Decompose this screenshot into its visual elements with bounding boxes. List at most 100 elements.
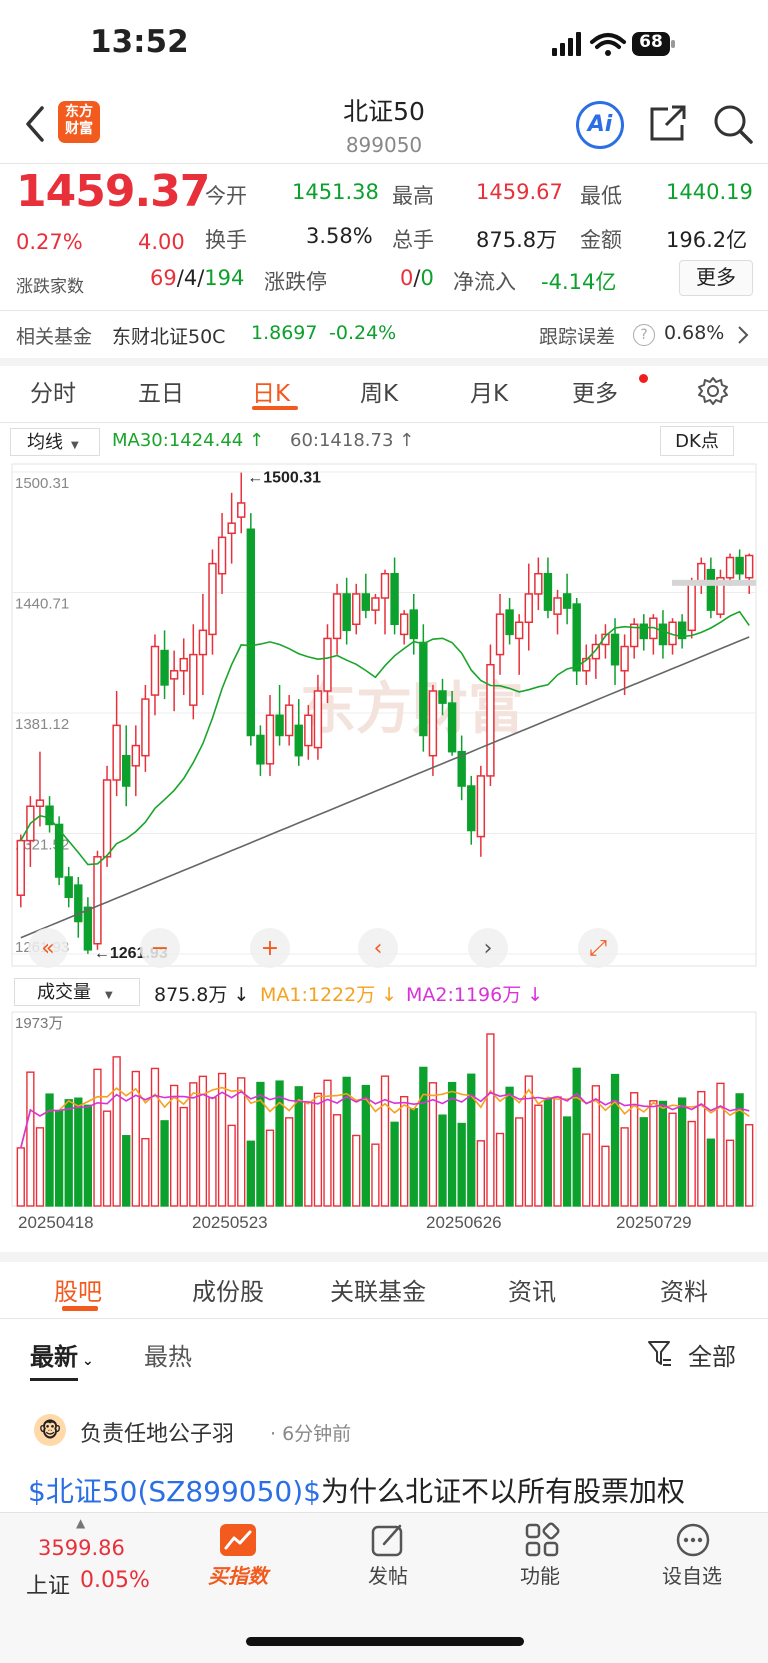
tab-weekly-k[interactable]: 周K <box>360 381 399 407</box>
fund-name[interactable]: 东财北证50C <box>112 326 226 348</box>
sh-index-value[interactable]: 3599.86 <box>38 1536 125 1560</box>
fund-nav: 1.8697 <box>251 322 318 344</box>
share-icon[interactable] <box>648 103 688 143</box>
volume-bar <box>572 1067 581 1207</box>
nav-buy-index[interactable]: 买指数 <box>208 1564 268 1588</box>
volume-bar <box>486 1033 495 1207</box>
change-amount: 4.00 <box>138 230 185 254</box>
candle-body <box>639 623 648 640</box>
volume-bar <box>54 1109 64 1207</box>
volume-bar <box>265 1129 275 1207</box>
battery-level: 68 <box>639 32 663 52</box>
candle-body <box>371 597 380 611</box>
nav-post[interactable]: 发帖 <box>368 1564 408 1588</box>
candle-body <box>505 609 514 636</box>
fullscreen-icon-glyph: ⤢ <box>589 936 607 961</box>
post-author[interactable]: 负责任地公子羽 <box>80 1422 235 1447</box>
candle-body <box>83 906 93 951</box>
tab-news[interactable]: 资讯 <box>508 1278 556 1306</box>
tab-constituents[interactable]: 成份股 <box>192 1278 264 1306</box>
more-button[interactable]: 更多 <box>679 260 753 296</box>
tab-forum[interactable]: 股吧 <box>54 1278 102 1306</box>
open-value: 1451.38 <box>292 180 379 204</box>
tab-related-funds[interactable]: 关联基金 <box>330 1278 426 1306</box>
scroll-left-icon[interactable] <box>358 928 398 968</box>
candle-body <box>352 593 361 626</box>
volume-bar <box>150 1067 160 1207</box>
volume-bar <box>189 1082 198 1207</box>
candle-body <box>524 593 533 624</box>
search-icon[interactable] <box>712 103 754 145</box>
volume-bar <box>102 1110 112 1207</box>
more-circle-icon[interactable] <box>674 1522 712 1558</box>
tab-more[interactable]: 更多 <box>572 381 618 407</box>
tab-monthly-k[interactable]: 月K <box>470 381 509 407</box>
double-left-icon[interactable] <box>28 928 68 968</box>
functions-grid-icon[interactable] <box>524 1522 560 1558</box>
volume-bar <box>620 1127 629 1207</box>
user-avatar[interactable]: 🐵 <box>34 1414 66 1446</box>
zoom-in-icon[interactable] <box>250 928 290 968</box>
status-time: 13:52 <box>90 24 189 60</box>
help-icon[interactable]: ? <box>633 324 655 346</box>
volume-bar <box>524 1075 533 1207</box>
indicator-select[interactable]: 均线 ▼ <box>10 428 100 456</box>
zoom-out-icon[interactable] <box>140 928 180 968</box>
tracking-error-label: 跟踪误差 <box>539 326 616 348</box>
volume-bar <box>610 1073 620 1207</box>
ai-button[interactable]: Ai <box>576 101 624 149</box>
volume-bar <box>706 1138 716 1207</box>
breadth-values: 69/4/194 <box>150 266 245 290</box>
fullscreen-icon[interactable] <box>578 928 618 968</box>
candle-body <box>658 623 668 646</box>
volume-bar <box>467 1073 476 1207</box>
volume-bar <box>553 1096 562 1207</box>
candle-body <box>447 702 457 753</box>
dk-point-button[interactable]: DK点 <box>660 426 734 456</box>
candle-body <box>227 522 236 535</box>
volume-bar <box>16 1147 25 1207</box>
y-axis-label: 1500.31 <box>15 475 69 492</box>
volume-bar <box>745 1124 754 1207</box>
candle-body <box>582 657 591 672</box>
back-icon[interactable] <box>22 104 46 144</box>
buy-index-icon[interactable] <box>218 1522 258 1558</box>
sort-latest[interactable]: 最新 ⌄ <box>30 1343 94 1371</box>
notification-dot <box>639 374 648 383</box>
volume-bar <box>285 1117 294 1207</box>
volume-indicator-select[interactable]: 成交量 ▼ <box>14 978 140 1006</box>
tab-intraday[interactable]: 分时 <box>30 381 76 407</box>
tab-profile[interactable]: 资料 <box>660 1278 708 1306</box>
sort-underline <box>30 1378 78 1381</box>
section-tab-underline <box>62 1306 98 1311</box>
volume-bar <box>543 1098 553 1207</box>
tab-5day[interactable]: 五日 <box>138 381 184 407</box>
compose-icon[interactable] <box>370 1522 406 1558</box>
volume-chart[interactable]: 1973万 20250418 20250523 20250626 20250729 <box>0 1008 768 1248</box>
candle-body <box>16 839 25 896</box>
breadth-label: 涨跌家数 <box>16 277 84 297</box>
volume-bar <box>304 1101 313 1207</box>
nav-functions[interactable]: 功能 <box>520 1564 560 1588</box>
filter-icon[interactable] <box>646 1338 674 1368</box>
chevron-right-icon[interactable] <box>736 324 750 346</box>
sort-hot[interactable]: 最热 <box>144 1343 192 1371</box>
ma30-line <box>20 610 750 866</box>
candle-body <box>246 528 256 737</box>
post-text[interactable]: $北证50(SZ899050)$为什么北证不以所有股票加权 <box>28 1475 685 1508</box>
sh-index-pct[interactable]: 0.05% <box>80 1568 150 1593</box>
candle-body <box>562 593 572 609</box>
volume-bar <box>716 1082 725 1207</box>
settings-gear-icon[interactable] <box>698 376 728 406</box>
volume-bar <box>275 1080 284 1207</box>
volume-bar <box>332 1114 342 1207</box>
volume-bar <box>323 1079 332 1207</box>
candle-body <box>620 645 629 672</box>
candle-body <box>198 629 208 656</box>
sh-index-name[interactable]: 上证 <box>26 1574 71 1599</box>
filter-all[interactable]: 全部 <box>688 1343 736 1371</box>
scroll-right-icon[interactable] <box>468 928 508 968</box>
nav-add-watchlist[interactable]: 设自选 <box>662 1564 722 1588</box>
tab-daily-k[interactable]: 日K <box>252 381 291 407</box>
kline-chart[interactable]: 1500.311440.711381.121321.521261.93东方财富←… <box>0 458 768 978</box>
